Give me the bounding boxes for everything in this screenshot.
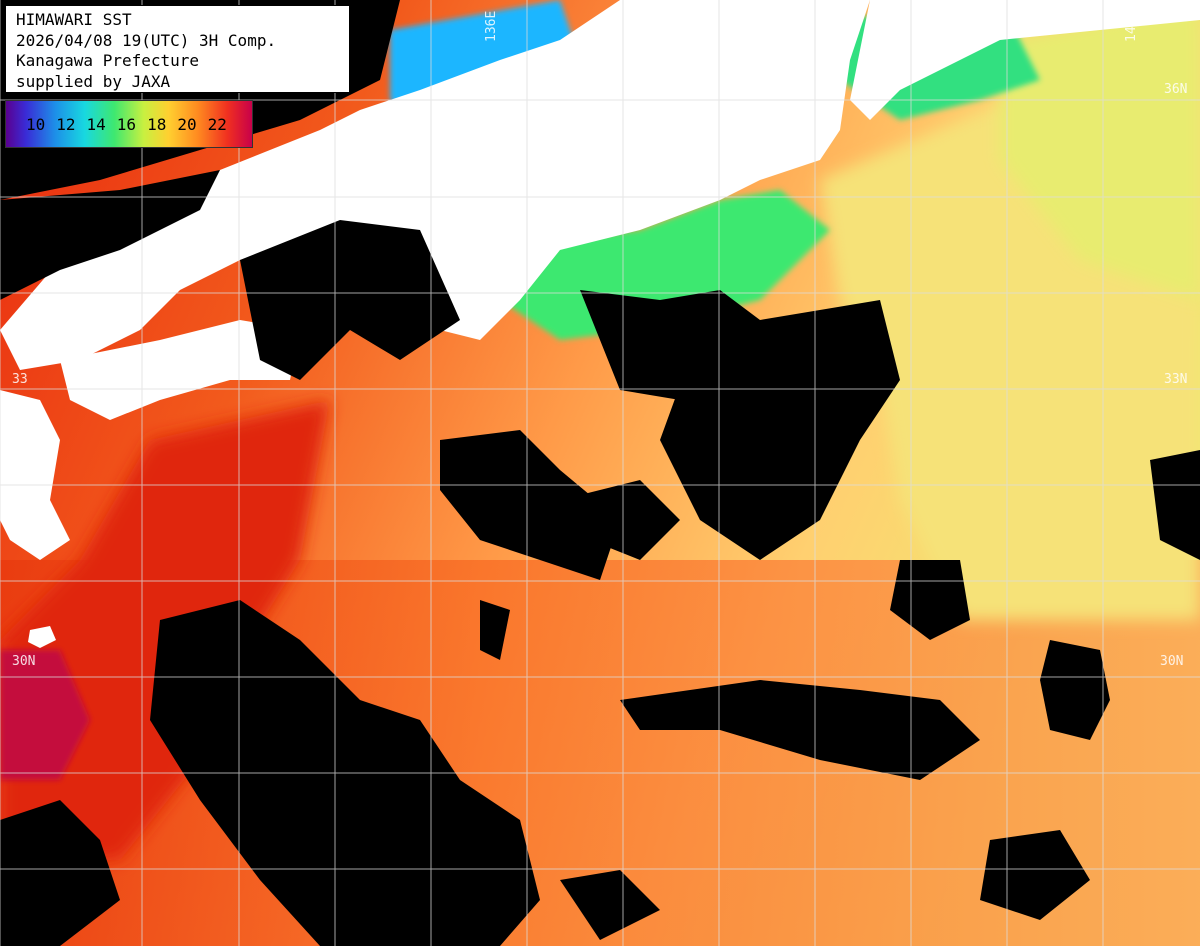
legend-tick: 20 [177,115,197,134]
lat-label-36-right: 36N [1164,82,1188,97]
supplier: supplied by JAXA [16,71,171,91]
timestamp: 2026/04/08 19(UTC) 3H Comp. [16,30,277,50]
lat-label-33-left: 33 [12,372,28,387]
legend-ticks: 10 12 14 16 18 20 22 [26,115,227,134]
legend-tick: 16 [116,115,137,134]
land [0,0,1200,648]
land-island [28,626,56,648]
land-shikoku [60,320,300,420]
yellow-green-ne [1000,0,1200,300]
product-title: HIMAWARI SST [16,10,132,29]
legend-tick: 14 [86,115,106,134]
land-ne [850,0,1200,120]
coastal-green-band [500,190,830,340]
lat-label-30-right: 30N [1160,654,1184,669]
legend-tick: 12 [56,115,76,134]
prefecture: Kanagawa Prefecture [16,51,200,70]
info-panel: HIMAWARI SST 2026/04/08 19(UTC) 3H Comp.… [5,5,350,93]
lon-label-136e: 136E [484,10,499,42]
hottest-patch [0,650,90,780]
lon-label-140e: 140E [1124,10,1139,42]
lat-label-33-right: 33N [1164,372,1188,387]
lat-label-30-left: 30N [12,654,36,669]
land-honshu [0,0,870,370]
legend-tick: 10 [26,115,46,134]
legend-tick: 18 [147,115,167,134]
land-kyushu [0,390,70,560]
legend-tick: 22 [207,115,227,134]
color-scale-legend: 10 12 14 16 18 20 22 [5,100,253,148]
